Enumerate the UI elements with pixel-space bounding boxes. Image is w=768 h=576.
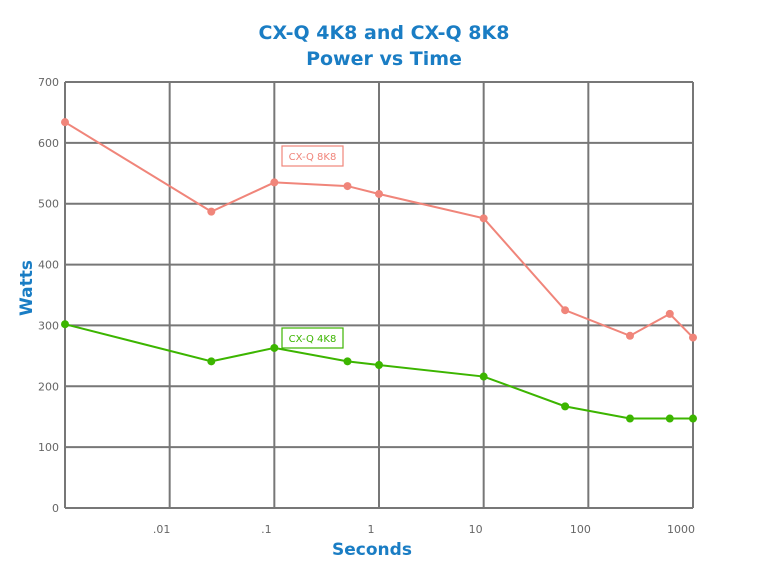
y-tick-label: 300 — [38, 319, 59, 332]
data-point — [479, 214, 488, 223]
x-tick-label: 10 — [469, 523, 483, 536]
data-point — [375, 360, 383, 369]
series-label-box — [281, 145, 344, 167]
data-point — [375, 189, 383, 198]
series-label: CX-Q 8K8 — [289, 152, 337, 163]
data-point — [343, 182, 352, 191]
x-axis-label: Seconds — [332, 540, 412, 560]
data-point — [270, 343, 279, 352]
series-label-box — [281, 327, 344, 349]
data-point — [561, 306, 570, 315]
x-tick-label: 1 — [368, 523, 375, 536]
data-point — [689, 333, 697, 342]
y-tick-label: 0 — [52, 502, 59, 515]
y-axis-label: Watts — [17, 260, 37, 316]
data-point — [207, 207, 216, 216]
data-point — [689, 414, 697, 423]
chart-title: CX-Q 4K8 and CX-Q 8K8 — [258, 22, 510, 44]
data-point — [270, 178, 279, 187]
data-point — [625, 414, 634, 423]
y-tick-label: 400 — [38, 259, 59, 272]
y-tick-label: 600 — [38, 137, 59, 150]
x-tick-label: 100 — [570, 523, 591, 536]
series-line-1 — [64, 323, 693, 420]
chart-subtitle: Power vs Time — [306, 48, 462, 70]
y-tick-label: 700 — [38, 76, 59, 89]
series-line-0 — [64, 121, 694, 339]
y-tick-label: 500 — [38, 198, 59, 211]
data-point — [343, 357, 352, 366]
data-point — [61, 118, 69, 127]
data-point — [61, 320, 69, 329]
x-tick-label: .01 — [153, 523, 171, 536]
data-point — [625, 331, 634, 340]
y-tick-label: 100 — [38, 441, 59, 454]
data-point — [479, 372, 488, 381]
series-label: CX-Q 4K8 — [289, 334, 337, 345]
y-tick-label: 200 — [38, 380, 59, 393]
x-tick-label: 1000 — [667, 523, 695, 536]
data-point — [561, 402, 570, 411]
data-point — [665, 309, 674, 318]
x-tick-label: .1 — [261, 523, 272, 536]
data-point — [207, 357, 216, 366]
data-point — [665, 414, 674, 423]
